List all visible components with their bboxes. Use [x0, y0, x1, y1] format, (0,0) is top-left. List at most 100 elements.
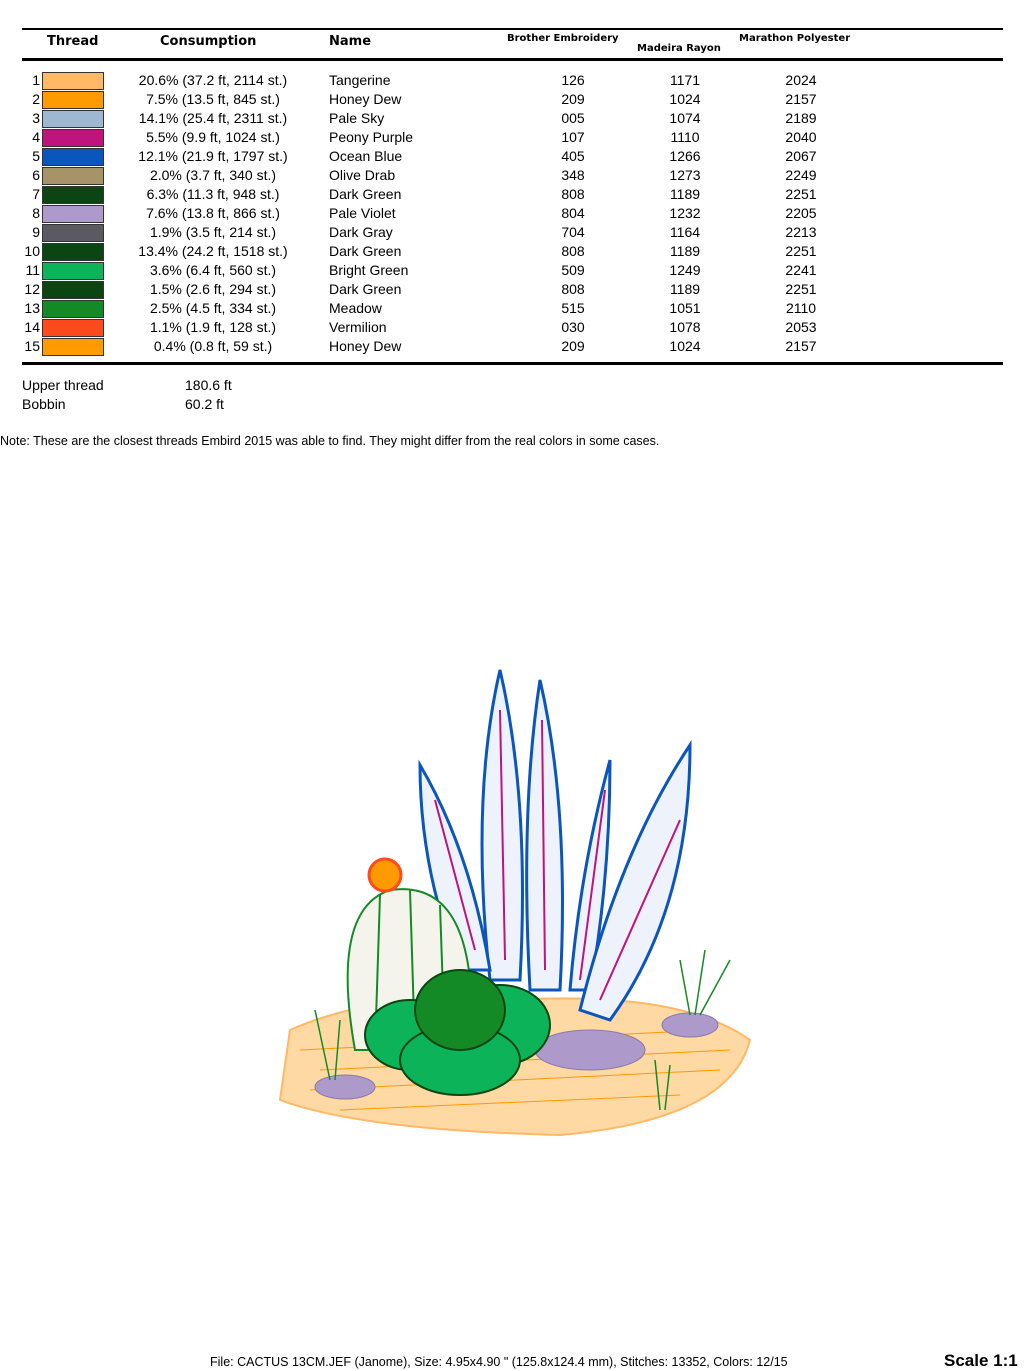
file-info-footer: File: CACTUS 13CM.JEF (Janome), Size: 4.…: [210, 1355, 788, 1369]
upper-thread-label: Upper thread: [22, 377, 104, 393]
thread-number: 4: [32, 129, 40, 145]
marathon-code-cell: 2241: [785, 262, 817, 278]
table-row: 14 1.1% (1.9 ft, 128 st.) Vermilion 030 1078…: [0, 318, 1000, 337]
color-swatch: [42, 167, 104, 185]
color-swatch: [42, 262, 104, 280]
table-row: 10 13.4% (24.2 ft, 1518 st.) Dark Green 808…: [0, 242, 1000, 261]
brother-code-cell: 808: [561, 243, 585, 259]
thread-number: 11: [25, 262, 40, 278]
color-swatch: [42, 205, 104, 223]
thread-name-cell: Peony Purple: [329, 129, 414, 145]
marathon-code-cell: 2110: [785, 300, 817, 316]
thread-name-cell: Tangerine: [329, 72, 391, 88]
consumption-cell: 12.1% (21.9 ft, 1797 st.): [138, 148, 288, 164]
madeira-code-cell: 1171: [669, 72, 701, 88]
madeira-code-cell: 1189: [669, 186, 701, 202]
thread-number: 15: [24, 338, 40, 354]
note-text: Note: These are the closest threads Embi…: [0, 434, 660, 448]
brother-code-cell: 808: [561, 281, 585, 297]
brother-code-cell: 808: [561, 186, 585, 202]
madeira-code-cell: 1266: [669, 148, 701, 164]
stones: [314, 1012, 719, 1100]
marathon-code-cell: 2251: [785, 186, 817, 202]
embroidery-design-preview: [278, 669, 752, 1137]
madeira-code-cell: 1110: [670, 129, 700, 145]
marathon-code-cell: 2251: [785, 243, 817, 259]
thread-number: 10: [24, 243, 40, 259]
consumption-cell: 2.5% (4.5 ft, 334 st.): [149, 300, 277, 316]
thread-number: 2: [32, 91, 40, 107]
brother-code-cell: 405: [561, 148, 585, 164]
cactus-flower: [367, 857, 403, 893]
color-swatch: [42, 281, 104, 299]
header-thread: Thread: [47, 34, 99, 49]
consumption-cell: 2.0% (3.7 ft, 340 st.): [149, 167, 277, 183]
madeira-code-cell: 1273: [669, 167, 701, 183]
brother-code-cell: 509: [561, 262, 585, 278]
marathon-code-cell: 2040: [785, 129, 817, 145]
color-swatch: [42, 338, 104, 356]
brother-code-cell: 804: [561, 205, 585, 221]
thread-number: 13: [24, 300, 40, 316]
thread-number: 14: [24, 319, 40, 335]
table-bottom-rule: [22, 362, 1003, 365]
color-swatch: [42, 243, 104, 261]
thread-name-cell: Dark Green: [329, 186, 402, 202]
marathon-code-cell: 2067: [785, 148, 817, 164]
color-swatch: [42, 300, 104, 318]
table-row: 1 20.6% (37.2 ft, 2114 st.) Tangerine 126 11…: [0, 71, 1000, 90]
upper-thread-value: 180.6 ft: [185, 377, 232, 393]
thread-name-cell: Meadow: [329, 300, 382, 316]
bobbin-value: 60.2 ft: [185, 396, 224, 412]
brother-code-cell: 704: [561, 224, 585, 240]
color-swatch: [42, 148, 104, 166]
thread-number: 5: [32, 148, 40, 164]
marathon-code-cell: 2205: [785, 205, 817, 221]
marathon-code-cell: 2189: [785, 110, 817, 126]
table-row: 6 2.0% (3.7 ft, 340 st.) Olive Drab 348 1273…: [0, 166, 1000, 185]
color-swatch: [42, 91, 104, 109]
color-swatch: [42, 72, 104, 90]
table-top-rule: [22, 28, 1003, 30]
thread-number: 12: [24, 281, 40, 297]
grass-blades: [314, 949, 731, 1111]
madeira-code-cell: 1074: [669, 110, 701, 126]
thread-number: 8: [32, 205, 40, 221]
thread-number: 9: [32, 224, 40, 240]
brother-code-cell: 030: [561, 319, 585, 335]
madeira-code-cell: 1232: [669, 205, 701, 221]
madeira-code-cell: 1024: [669, 91, 701, 107]
consumption-cell: 7.6% (13.8 ft, 866 st.): [146, 205, 280, 221]
madeira-code-cell: 1078: [669, 319, 701, 335]
thread-name-cell: Vermilion: [329, 319, 387, 335]
brother-code-cell: 107: [561, 129, 585, 145]
consumption-cell: 5.5% (9.9 ft, 1024 st.): [146, 129, 280, 145]
succulent-rosette: [364, 969, 551, 1096]
madeira-code-cell: 1249: [669, 262, 701, 278]
thread-name-cell: Honey Dew: [329, 338, 402, 354]
thread-number: 6: [32, 167, 40, 183]
madeira-code-cell: 1024: [669, 338, 701, 354]
color-swatch: [42, 129, 104, 147]
brother-code-cell: 209: [561, 338, 585, 354]
color-swatch: [42, 319, 104, 337]
consumption-cell: 7.5% (13.5 ft, 845 st.): [146, 91, 280, 107]
header-marathon: Marathon Polyester: [739, 33, 851, 44]
thread-name-cell: Dark Green: [329, 281, 402, 297]
header-brother: Brother Embroidery: [507, 33, 619, 44]
consumption-cell: 14.1% (25.4 ft, 2311 st.): [138, 110, 288, 126]
scale-label: Scale 1:1: [944, 1351, 1018, 1370]
thread-name-cell: Dark Green: [329, 243, 402, 259]
brother-code-cell: 209: [561, 91, 585, 107]
table-row: 5 12.1% (21.9 ft, 1797 st.) Ocean Blue 405 1…: [0, 147, 1000, 166]
table-row: 11 3.6% (6.4 ft, 560 st.) Bright Green 509 1…: [0, 261, 1000, 280]
marathon-code-cell: 2249: [785, 167, 817, 183]
consumption-cell: 6.3% (11.3 ft, 948 st.): [146, 186, 280, 202]
brother-code-cell: 005: [561, 110, 585, 126]
header-consumption: Consumption: [160, 34, 257, 49]
table-header-rule: [22, 58, 1003, 61]
table-row: 2 7.5% (13.5 ft, 845 st.) Honey Dew 209 1024…: [0, 90, 1000, 109]
thread-name-cell: Pale Violet: [329, 205, 396, 221]
table-row: 15 0.4% (0.8 ft, 59 st.) Honey Dew 209 1024 2…: [0, 337, 1000, 356]
table-row: 8 7.6% (13.8 ft, 866 st.) Pale Violet 804 12…: [0, 204, 1000, 223]
